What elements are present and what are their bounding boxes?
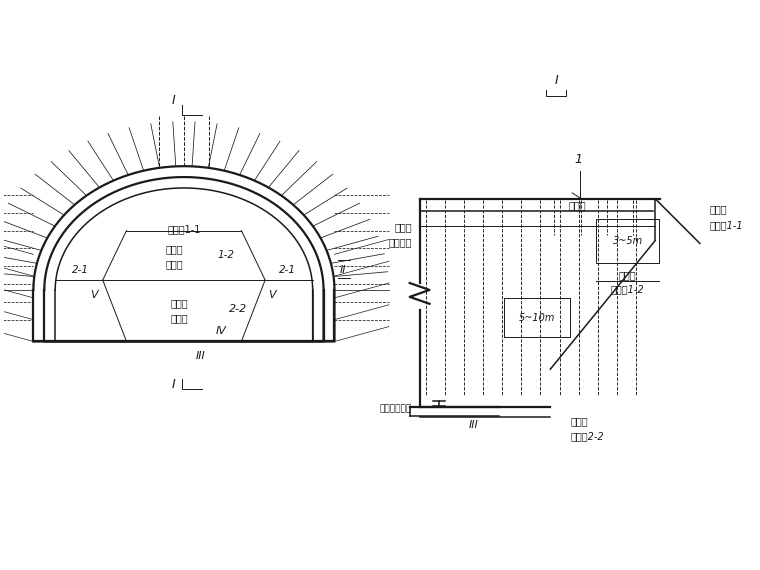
- Text: I: I: [173, 93, 176, 107]
- Text: II: II: [340, 265, 346, 275]
- Text: 核心土: 核心土: [170, 314, 188, 324]
- Text: 5~10m: 5~10m: [519, 313, 555, 323]
- Text: V: V: [268, 290, 276, 300]
- Text: 核心土: 核心土: [165, 259, 183, 269]
- Text: 上台阶: 上台阶: [568, 200, 586, 210]
- Text: I: I: [554, 74, 558, 87]
- Text: 初期支护: 初期支护: [388, 238, 412, 247]
- Text: III: III: [469, 420, 479, 430]
- Text: 1-2: 1-2: [217, 250, 234, 260]
- Text: V: V: [90, 290, 98, 300]
- Text: 钢拱架: 钢拱架: [394, 222, 412, 233]
- Text: 3~5m: 3~5m: [613, 236, 643, 246]
- Text: 2-2: 2-2: [230, 304, 248, 314]
- Text: 下台阶: 下台阶: [170, 298, 188, 308]
- Text: 上台阶: 上台阶: [619, 270, 636, 280]
- Text: 核心土2-2: 核心土2-2: [570, 431, 603, 442]
- Text: III: III: [196, 351, 205, 361]
- Text: 上台阶1-1: 上台阶1-1: [710, 221, 743, 231]
- Text: 掌子面: 掌子面: [710, 203, 727, 214]
- Text: I: I: [173, 378, 176, 391]
- Text: 2-1: 2-1: [280, 265, 296, 275]
- Text: 下台阶: 下台阶: [570, 417, 587, 427]
- Text: 核心土1-2: 核心土1-2: [611, 284, 644, 294]
- Text: 伸长初期支护: 伸长初期支护: [379, 404, 412, 413]
- Text: IV: IV: [216, 325, 226, 336]
- Text: 2-1: 2-1: [71, 265, 88, 275]
- Text: 上台阶: 上台阶: [165, 245, 183, 254]
- Text: 1: 1: [574, 153, 582, 166]
- Text: 上台阶1-1: 上台阶1-1: [167, 224, 201, 234]
